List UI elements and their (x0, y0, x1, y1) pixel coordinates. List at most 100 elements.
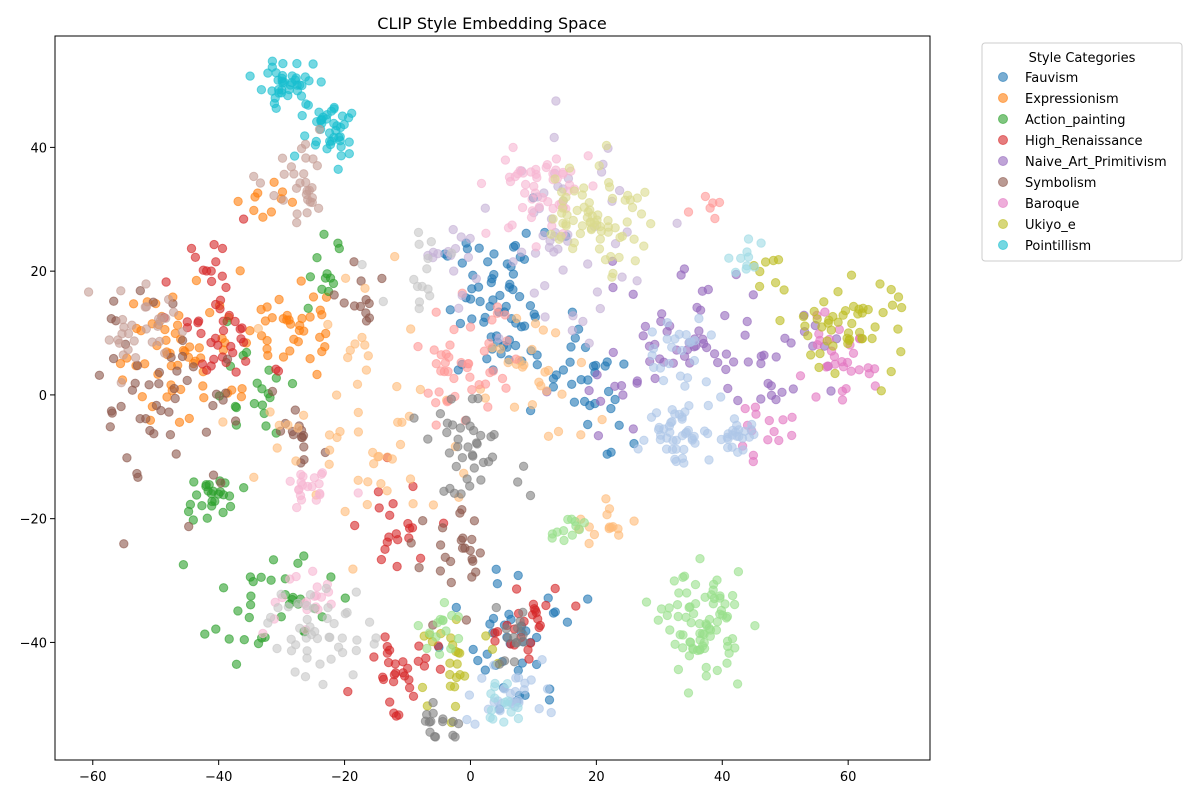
legend-marker (998, 240, 1008, 250)
data-point (382, 486, 392, 496)
data-point (298, 430, 309, 441)
data-point (224, 491, 235, 501)
data-point (301, 99, 311, 109)
data-point (349, 257, 359, 267)
data-point (260, 316, 271, 326)
data-point (632, 376, 642, 386)
data-point (178, 560, 189, 570)
data-point (670, 334, 680, 344)
data-point (534, 202, 544, 212)
data-point (814, 362, 824, 373)
data-point (649, 362, 659, 373)
data-point (551, 154, 562, 164)
data-point (584, 198, 594, 208)
data-point (613, 524, 623, 534)
data-point (577, 221, 588, 231)
data-point (768, 255, 779, 266)
data-point (267, 62, 277, 72)
data-point (602, 449, 612, 459)
data-point (887, 300, 898, 310)
data-point (592, 220, 602, 230)
data-point (246, 591, 256, 601)
data-point (714, 197, 725, 208)
data-point (501, 383, 511, 393)
data-point (867, 333, 877, 344)
data-point (822, 336, 832, 346)
data-point (315, 659, 325, 669)
data-point (481, 631, 491, 641)
data-point (763, 435, 773, 445)
data-point (274, 294, 284, 305)
data-point (526, 212, 537, 223)
data-point (350, 520, 360, 531)
data-point (602, 510, 612, 520)
data-point (334, 243, 344, 254)
data-point (357, 259, 367, 270)
data-point (302, 653, 312, 663)
data-point (546, 229, 556, 240)
data-point (534, 622, 544, 633)
data-point (211, 389, 222, 399)
data-point (289, 151, 300, 161)
data-point (500, 310, 510, 320)
data-point (374, 503, 384, 513)
data-point (527, 344, 537, 355)
data-point (390, 659, 400, 669)
data-point (184, 413, 195, 424)
plot-frame (54, 35, 931, 761)
data-point (135, 286, 146, 296)
data-point (211, 624, 221, 634)
data-point (532, 360, 542, 370)
data-point (122, 453, 132, 463)
data-point (287, 378, 298, 389)
data-point (323, 319, 333, 330)
legend-frame (981, 42, 1183, 262)
data-point (629, 234, 639, 244)
data-point (324, 445, 335, 455)
data-point (278, 58, 288, 69)
data-point (283, 602, 293, 612)
data-point (508, 269, 519, 279)
data-point (468, 644, 478, 655)
data-point (423, 284, 433, 294)
x-axis: −60 −40 −20 0 20 40 60 (79, 760, 856, 785)
data-point (431, 307, 441, 317)
data-point (677, 431, 687, 441)
x-tick-label: −40 (205, 770, 232, 785)
data-point (423, 388, 433, 398)
data-point (241, 347, 252, 358)
data-point (494, 333, 504, 343)
data-point (786, 338, 796, 348)
data-point (337, 633, 347, 643)
data-point (388, 677, 399, 687)
data-point (256, 572, 266, 582)
data-point (302, 208, 312, 218)
data-point (632, 276, 642, 286)
data-point (544, 695, 555, 705)
data-point (285, 346, 295, 356)
data-point (449, 373, 459, 384)
data-point (680, 381, 690, 391)
data-point (653, 615, 663, 625)
data-point (480, 203, 490, 213)
data-point (119, 322, 129, 332)
data-point (701, 671, 711, 681)
legend-label: Baroque (1025, 197, 1079, 212)
data-point (640, 187, 650, 198)
y-tick-label: 40 (30, 141, 47, 156)
data-point (340, 609, 350, 619)
data-point (499, 656, 510, 666)
data-point (250, 192, 260, 202)
legend-marker (998, 114, 1008, 124)
data-point (353, 407, 363, 418)
data-point (553, 426, 564, 437)
data-point (199, 393, 209, 403)
data-point (736, 253, 746, 263)
data-point (756, 238, 766, 248)
data-point (607, 193, 618, 204)
data-point (584, 385, 594, 396)
data-point (469, 463, 479, 473)
data-point (456, 232, 466, 242)
data-point (723, 383, 733, 394)
data-point (742, 316, 752, 327)
